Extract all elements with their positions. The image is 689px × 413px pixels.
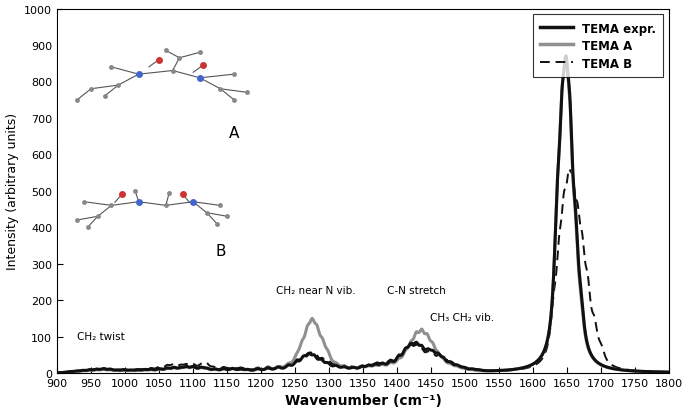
- TEMA A: [328, 358, 336, 363]
- TEMA B: [664, 370, 672, 375]
- Text: A: A: [229, 126, 239, 140]
- TEMA A: [53, 370, 61, 375]
- TEMA expr.: [444, 359, 452, 364]
- TEMA A: [666, 370, 674, 375]
- Text: B: B: [215, 244, 225, 259]
- Text: CH₂ near N vib.: CH₂ near N vib.: [276, 285, 356, 295]
- Text: C-N stretch: C-N stretch: [387, 285, 446, 295]
- TEMA B: [565, 167, 573, 172]
- TEMA B: [53, 370, 61, 375]
- Text: CH₂ twist: CH₂ twist: [77, 331, 125, 341]
- TEMA B: [585, 285, 593, 290]
- TEMA B: [602, 356, 610, 361]
- Y-axis label: Intensity (arbitrary units): Intensity (arbitrary units): [6, 113, 19, 270]
- Text: CH₃ CH₂ vib.: CH₃ CH₂ vib.: [430, 312, 494, 322]
- TEMA A: [602, 365, 610, 370]
- TEMA expr.: [666, 370, 674, 375]
- TEMA A: [657, 370, 665, 375]
- FancyBboxPatch shape: [59, 153, 269, 261]
- TEMA A: [562, 55, 570, 59]
- TEMA expr.: [602, 364, 610, 369]
- TEMA B: [666, 370, 674, 375]
- TEMA expr.: [562, 55, 570, 59]
- Line: TEMA expr.: TEMA expr.: [57, 57, 670, 373]
- TEMA expr.: [664, 370, 672, 375]
- TEMA A: [444, 361, 452, 366]
- TEMA expr.: [657, 370, 665, 375]
- TEMA A: [664, 370, 672, 375]
- Legend: TEMA expr., TEMA A, TEMA B: TEMA expr., TEMA A, TEMA B: [533, 15, 664, 78]
- Line: TEMA A: TEMA A: [57, 57, 670, 373]
- TEMA expr.: [585, 347, 593, 352]
- FancyBboxPatch shape: [59, 15, 269, 148]
- Line: TEMA B: TEMA B: [57, 169, 670, 373]
- TEMA B: [444, 358, 452, 363]
- TEMA A: [585, 349, 593, 354]
- TEMA expr.: [53, 370, 61, 375]
- X-axis label: Wavenumber (cm⁻¹): Wavenumber (cm⁻¹): [285, 394, 442, 408]
- TEMA B: [328, 361, 336, 366]
- TEMA B: [657, 370, 665, 375]
- TEMA expr.: [328, 363, 336, 368]
